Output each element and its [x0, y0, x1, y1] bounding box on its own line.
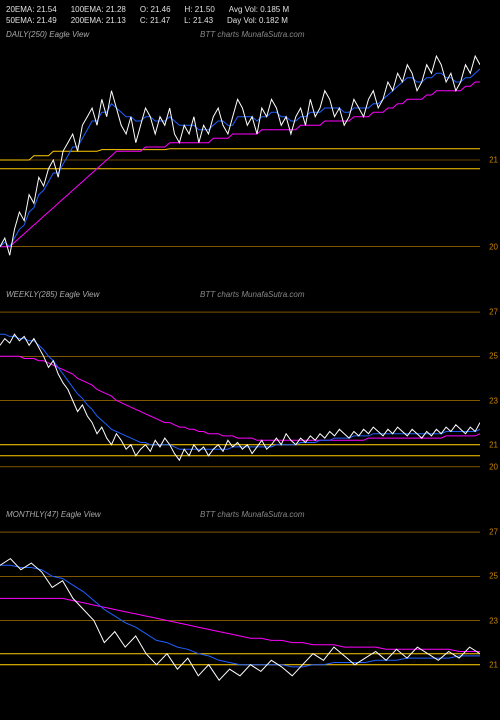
daily-chart-svg — [0, 30, 480, 290]
monthly-ema_fast-line — [0, 565, 480, 667]
weekly-price-line — [0, 334, 480, 460]
ema20-label: 20EMA: 21.54 — [6, 4, 57, 15]
y-axis-label: 20 — [489, 462, 498, 471]
weekly-chart-svg — [0, 290, 480, 500]
monthly-price-line — [0, 559, 480, 681]
weekly-ema_fast-line — [0, 334, 480, 449]
daily-ema_fast-line — [0, 69, 480, 247]
header-row-2: 50EMA: 21.49 200EMA: 21.13 C: 21.47 L: 2… — [6, 15, 289, 26]
monthly-chart-svg — [0, 510, 480, 720]
daily-ema_flat1-line — [0, 149, 480, 160]
high-label: H: 21.50 — [185, 4, 215, 15]
ema50-label: 50EMA: 21.49 — [6, 15, 57, 26]
chart-header: 20EMA: 21.54 100EMA: 21.28 O: 21.46 H: 2… — [6, 4, 289, 26]
daily-ema_slow-line — [0, 82, 480, 247]
weekly-panel — [0, 290, 480, 500]
ema100-label: 100EMA: 21.28 — [71, 4, 126, 15]
daily-price-line — [0, 56, 480, 255]
close-label: C: 21.47 — [140, 15, 170, 26]
low-label: L: 21.43 — [184, 15, 213, 26]
y-axis-label: 27 — [489, 308, 498, 317]
y-axis-label: 25 — [489, 352, 498, 361]
avgvol-label: Avg Vol: 0.185 M — [229, 4, 289, 15]
monthly-ema_slow-line — [0, 598, 480, 651]
y-axis-label: 21 — [489, 156, 498, 165]
header-row-1: 20EMA: 21.54 100EMA: 21.28 O: 21.46 H: 2… — [6, 4, 289, 15]
dayvol-label: Day Vol: 0.182 M — [227, 15, 288, 26]
y-axis-label: 23 — [489, 616, 498, 625]
y-axis-label: 25 — [489, 572, 498, 581]
y-axis-label: 20 — [489, 242, 498, 251]
y-axis-label: 27 — [489, 528, 498, 537]
y-axis-label: 23 — [489, 396, 498, 405]
daily-panel — [0, 30, 480, 290]
y-axis-label: 21 — [489, 660, 498, 669]
monthly-panel — [0, 510, 480, 720]
open-label: O: 21.46 — [140, 4, 171, 15]
y-axis-label: 21 — [489, 440, 498, 449]
ema200-label: 200EMA: 21.13 — [71, 15, 126, 26]
